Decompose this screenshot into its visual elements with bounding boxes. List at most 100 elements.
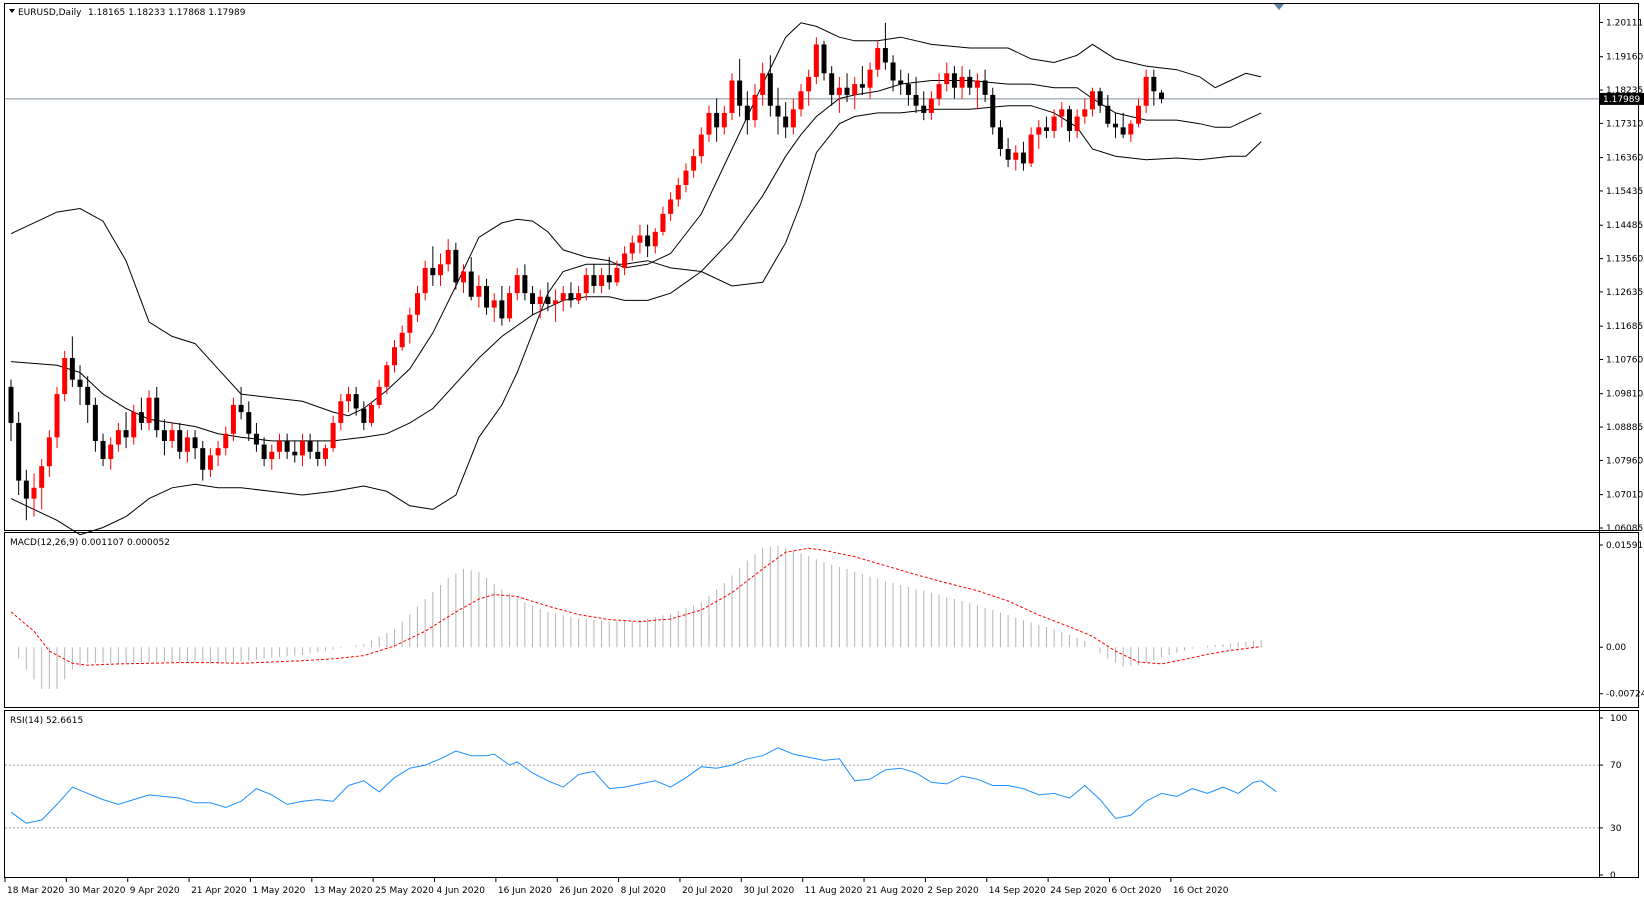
price-plot xyxy=(5,22,1599,536)
price-tick-label: 1.17310 xyxy=(1606,119,1643,129)
bullish-candle xyxy=(553,300,559,304)
price-pane xyxy=(4,3,1639,531)
bearish-candle xyxy=(522,275,528,294)
date-tick-label: 16 Oct 2020 xyxy=(1173,886,1229,896)
bullish-candle xyxy=(760,73,766,95)
date-tick-label: 13 May 2020 xyxy=(314,886,373,896)
bearish-candle xyxy=(921,105,927,113)
bullish-candle xyxy=(652,231,658,247)
bullish-candle xyxy=(461,271,467,283)
bearish-candle xyxy=(253,433,259,445)
bullish-candle xyxy=(537,296,543,304)
bearish-candle xyxy=(982,80,988,95)
bollinger-lower-line xyxy=(10,105,1262,536)
bullish-candle xyxy=(445,249,451,265)
bearish-candle xyxy=(23,480,29,499)
bearish-candle xyxy=(1066,109,1072,131)
bearish-candle xyxy=(898,80,904,85)
bullish-candle xyxy=(698,134,704,157)
date-tick-label: 9 Apr 2020 xyxy=(130,886,180,896)
bullish-candle xyxy=(108,444,114,459)
bullish-candle xyxy=(798,91,804,110)
bearish-candle xyxy=(1020,152,1026,164)
date-tick-label: 2 Sep 2020 xyxy=(927,886,979,896)
bearish-candle xyxy=(177,430,183,452)
bullish-candle xyxy=(422,267,428,294)
bearish-candle xyxy=(484,285,490,308)
bullish-candle xyxy=(790,109,796,128)
bearish-candle xyxy=(353,394,359,409)
bullish-candle xyxy=(269,451,275,459)
bearish-candle xyxy=(284,440,290,452)
date-tick-label: 20 Jul 2020 xyxy=(682,886,733,896)
bullish-candle xyxy=(637,235,643,243)
bullish-candle xyxy=(852,84,858,95)
bearish-candle xyxy=(499,300,505,319)
price-tick-label: 1.07010 xyxy=(1606,491,1643,501)
rsi-tick-label: 100 xyxy=(1610,714,1627,724)
bearish-candle xyxy=(315,451,321,459)
bullish-candle xyxy=(1082,109,1088,117)
bullish-candle xyxy=(146,397,152,423)
bullish-candle xyxy=(46,437,52,467)
bullish-candle xyxy=(54,394,60,438)
shift-marker-icon[interactable] xyxy=(1274,4,1284,10)
bullish-candle xyxy=(944,73,950,85)
bearish-candle xyxy=(591,275,597,286)
bearish-candle xyxy=(123,430,129,438)
bearish-candle xyxy=(1112,123,1118,128)
bullish-candle xyxy=(491,300,497,308)
bearish-candle xyxy=(859,84,865,88)
bullish-candle xyxy=(660,213,666,232)
date-tick-label: 21 Apr 2020 xyxy=(191,886,247,896)
bullish-candle xyxy=(875,48,881,70)
macd-plot xyxy=(10,545,1262,689)
bearish-candle xyxy=(530,293,536,304)
bullish-candle xyxy=(1089,91,1095,110)
rsi-tick-label: 0 xyxy=(1610,871,1616,881)
bearish-candle xyxy=(829,73,835,95)
rsi-tick-label: 30 xyxy=(1610,824,1622,834)
bearish-candle xyxy=(913,94,919,106)
bullish-candle xyxy=(576,293,582,301)
bullish-candle xyxy=(407,314,413,333)
bullish-candle xyxy=(806,76,812,92)
price-tick-label: 1.09810 xyxy=(1606,390,1643,400)
bearish-candle xyxy=(1043,127,1049,131)
macd-pane xyxy=(4,532,1639,708)
caret-down-icon[interactable] xyxy=(9,9,15,13)
bearish-candle xyxy=(192,437,198,449)
bullish-candle xyxy=(583,275,589,294)
date-tick-label: 18 Mar 2020 xyxy=(7,886,64,896)
bullish-candle xyxy=(184,437,190,452)
bullish-candle xyxy=(131,412,137,438)
symbol-label: EURUSD,Daily xyxy=(18,8,82,18)
date-tick-label: 30 Jul 2020 xyxy=(743,886,794,896)
bearish-candle xyxy=(737,80,743,106)
bullish-candle xyxy=(1013,152,1019,160)
price-tick-label: 1.16360 xyxy=(1606,154,1643,164)
macd-tick-label: 0.00 xyxy=(1606,643,1626,653)
bearish-candle xyxy=(905,84,911,95)
bullish-candle xyxy=(1135,105,1141,124)
price-tick-label: 1.14485 xyxy=(1606,221,1643,231)
date-tick-label: 30 Mar 2020 xyxy=(68,886,125,896)
bearish-candle xyxy=(69,358,75,380)
rsi-tick-label: 70 xyxy=(1610,761,1622,771)
date-tick-label: 8 Jul 2020 xyxy=(621,886,666,896)
bearish-candle xyxy=(783,116,789,128)
symbol-header[interactable]: EURUSD,Daily 1.18165 1.18233 1.17868 1.1… xyxy=(9,8,246,18)
bullish-candle xyxy=(169,430,175,441)
bearish-candle xyxy=(430,267,436,276)
bearish-candle xyxy=(92,404,98,441)
rsi-label: RSI(14) 52.6615 xyxy=(10,716,83,726)
bullish-candle xyxy=(668,199,674,214)
price-tick-label: 1.18235 xyxy=(1606,86,1643,96)
bearish-candle xyxy=(844,87,850,95)
bearish-candle xyxy=(246,412,252,434)
bullish-candle xyxy=(223,433,229,449)
bearish-candle xyxy=(997,127,1003,149)
price-tick-label: 1.13560 xyxy=(1606,255,1643,265)
price-tick-label: 1.06085 xyxy=(1606,524,1643,534)
bullish-candle xyxy=(629,242,635,254)
